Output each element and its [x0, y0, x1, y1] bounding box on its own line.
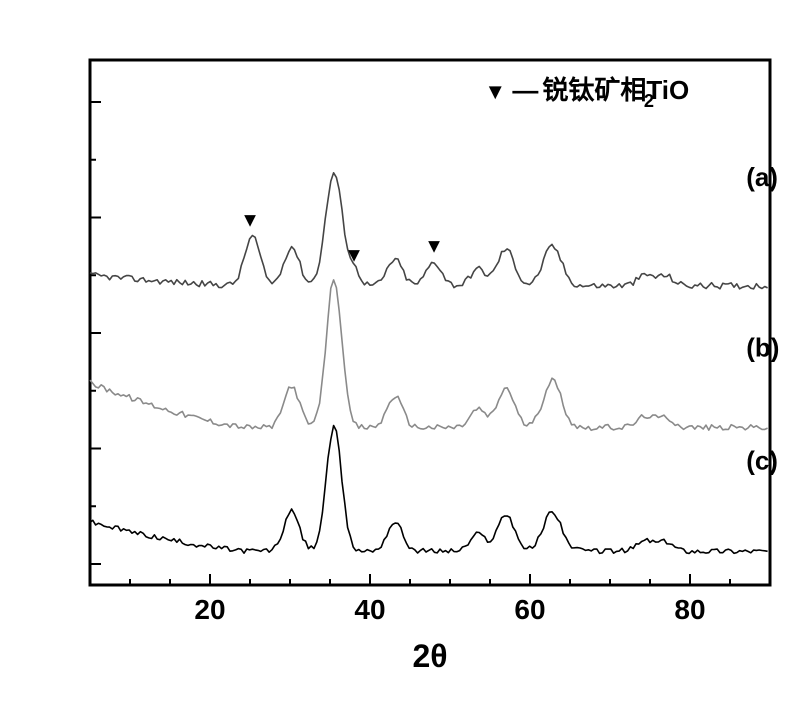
svg-text:80: 80 — [674, 594, 705, 625]
series-label-c: (c) — [746, 446, 778, 476]
chart-svg: 204060802θ▼—锐钛矿相TiO2(a)▼▼▼(b)(c) — [0, 0, 800, 712]
svg-text:40: 40 — [354, 594, 385, 625]
peak-marker-icon: ▼ — [424, 236, 444, 258]
svg-text:20: 20 — [194, 594, 225, 625]
series-label-b: (b) — [746, 333, 779, 363]
peak-marker-icon: ▼ — [240, 209, 260, 231]
series-label-a: (a) — [746, 162, 778, 192]
svg-text:60: 60 — [514, 594, 545, 625]
xrd-chart: 204060802θ▼—锐钛矿相TiO2(a)▼▼▼(b)(c) — [0, 0, 800, 712]
peak-marker-icon: ▼ — [344, 245, 364, 267]
svg-text:—: — — [512, 75, 538, 105]
svg-text:2θ: 2θ — [412, 638, 447, 674]
legend-marker-icon: ▼ — [484, 79, 506, 104]
legend-label: 锐钛矿相TiO — [542, 75, 689, 105]
svg-text:2: 2 — [644, 91, 654, 111]
